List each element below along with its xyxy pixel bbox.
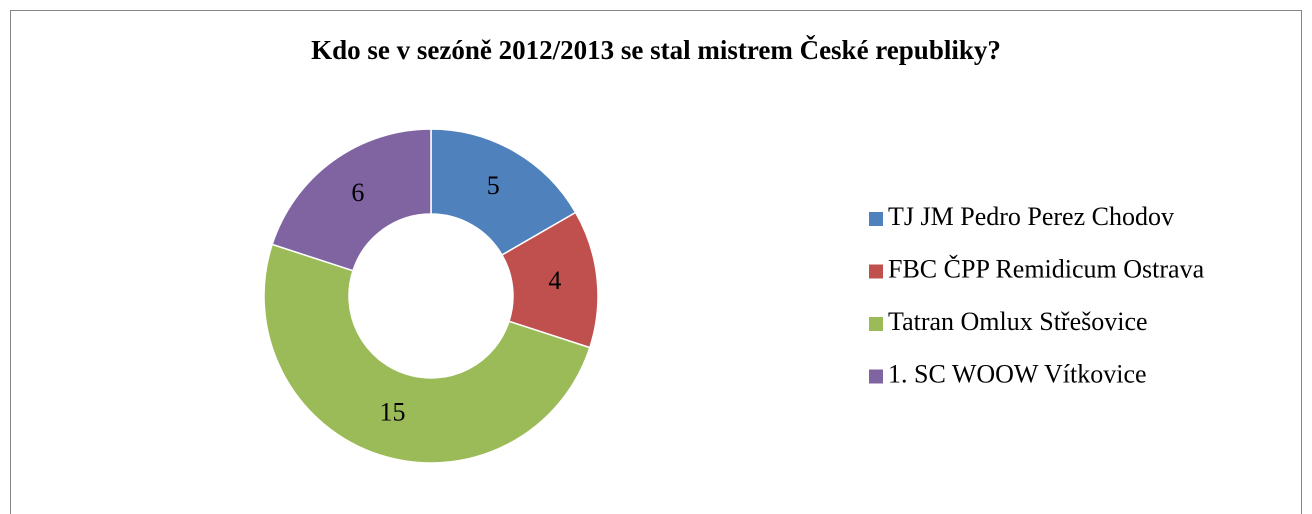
donut-slice [271, 128, 432, 272]
legend-label: Tatran Omlux Střešovice [888, 307, 1148, 336]
legend-swatch [869, 317, 883, 331]
data-label: 6 [351, 178, 364, 207]
legend-swatch [869, 212, 883, 226]
legend-swatch [869, 369, 883, 384]
chart-frame [10, 10, 1302, 514]
chart-title: Kdo se v sezóně 2012/2013 se stal mistre… [311, 35, 1001, 65]
legend-label: TJ JM Pedro Perez Chodov [888, 202, 1174, 231]
donut-slice [263, 243, 591, 464]
donut-slice [430, 128, 577, 257]
legend-label: FBC ČPP Remidicum Ostrava [888, 254, 1205, 283]
legend-swatch [869, 264, 883, 279]
data-label: 4 [548, 266, 561, 295]
legend-label: 1. SC WOOW Vítkovice [888, 359, 1147, 388]
data-label: 5 [487, 171, 500, 200]
data-label: 15 [380, 397, 406, 426]
